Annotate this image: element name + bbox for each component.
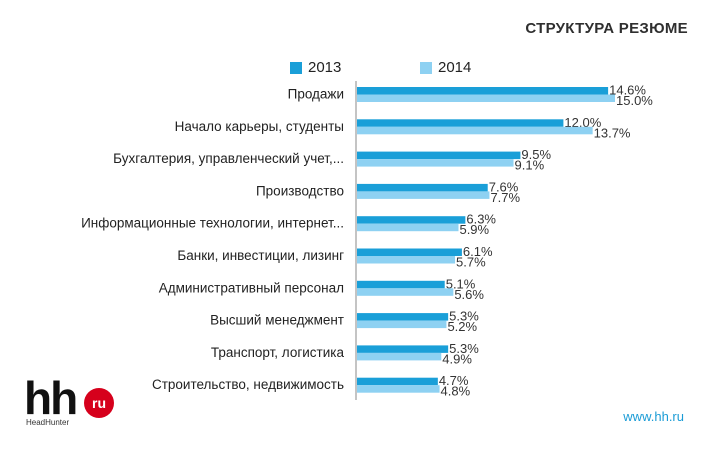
bar-2013: [357, 183, 488, 192]
category-label: Бухгалтерия, управленческий учет,...: [113, 151, 344, 166]
data-label-2014: 15.0%: [616, 93, 653, 108]
hh-logo: hh ru HeadHunter: [24, 372, 116, 430]
data-label-2014: 7.7%: [490, 190, 520, 205]
bar-2014: [357, 256, 456, 264]
bar-2013: [357, 248, 462, 256]
chart-title: СТРУКТУРА РЕЗЮМЕ: [525, 20, 688, 37]
data-label-2013: 14.6%: [609, 83, 646, 98]
legend-label-2013: 2013: [308, 59, 342, 76]
category-label: Транспорт, логистика: [211, 345, 345, 360]
bar-2013: [357, 216, 466, 224]
category-label: Производство: [256, 183, 344, 198]
data-label-2013: 4.7%: [439, 373, 469, 388]
data-label-2013: 5.3%: [449, 309, 479, 324]
bar-2013: [357, 119, 564, 127]
data-label-2013: 6.1%: [463, 244, 493, 259]
category-label: Информационные технологии, интернет...: [81, 216, 344, 231]
bar-2014: [357, 288, 454, 296]
bar-2014: [357, 352, 442, 361]
data-label-2014: 5.6%: [454, 287, 484, 302]
bar-2013: [357, 280, 445, 289]
category-label: Продажи: [288, 87, 344, 102]
bar-2014: [357, 159, 514, 167]
bar-2014: [357, 191, 490, 199]
legend-swatch-2014: [420, 61, 432, 74]
data-label-2014: 4.9%: [442, 351, 472, 366]
legend-label-2014: 2014: [438, 59, 472, 76]
data-label-2013: 5.3%: [449, 341, 479, 356]
bar-2014: [357, 385, 440, 393]
data-label-2013: 7.6%: [489, 179, 519, 194]
data-label-2014: 5.2%: [447, 319, 477, 334]
bar-2013: [357, 87, 609, 95]
category-label: Высший менеджмент: [210, 313, 344, 328]
bar-2014: [357, 94, 615, 102]
legend-item-2014: 2014: [420, 59, 471, 76]
logo-badge: ru: [84, 388, 114, 418]
logo-subtitle: HeadHunter: [26, 418, 70, 427]
legend-item-2013: 2013: [290, 59, 341, 76]
bar-2014: [357, 223, 459, 232]
bar-2013: [357, 313, 449, 321]
bar-2013: [357, 345, 449, 353]
data-label-2013: 9.5%: [521, 147, 551, 162]
category-label: Банки, инвестиции, лизинг: [177, 248, 344, 263]
bar-2014: [357, 126, 593, 135]
data-label-2013: 6.3%: [466, 212, 496, 227]
bar-2013: [357, 377, 438, 386]
legend-swatch-2013: [290, 61, 302, 74]
bar-2013: [357, 151, 521, 160]
data-label-2014: 9.1%: [515, 158, 545, 173]
logo-mark: hh: [24, 372, 78, 424]
category-label: Административный персонал: [159, 280, 344, 295]
category-label: Начало карьеры, студенты: [175, 119, 344, 134]
data-label-2014: 13.7%: [594, 125, 631, 140]
category-label: Строительство, недвижимость: [152, 377, 344, 392]
data-label-2014: 5.9%: [459, 222, 489, 237]
data-label-2013: 5.1%: [446, 276, 476, 291]
data-label-2014: 4.8%: [441, 384, 471, 399]
site-link[interactable]: www.hh.ru: [623, 409, 684, 424]
data-label-2014: 5.7%: [456, 255, 486, 270]
bar-2014: [357, 320, 447, 329]
data-label-2013: 12.0%: [564, 115, 601, 130]
